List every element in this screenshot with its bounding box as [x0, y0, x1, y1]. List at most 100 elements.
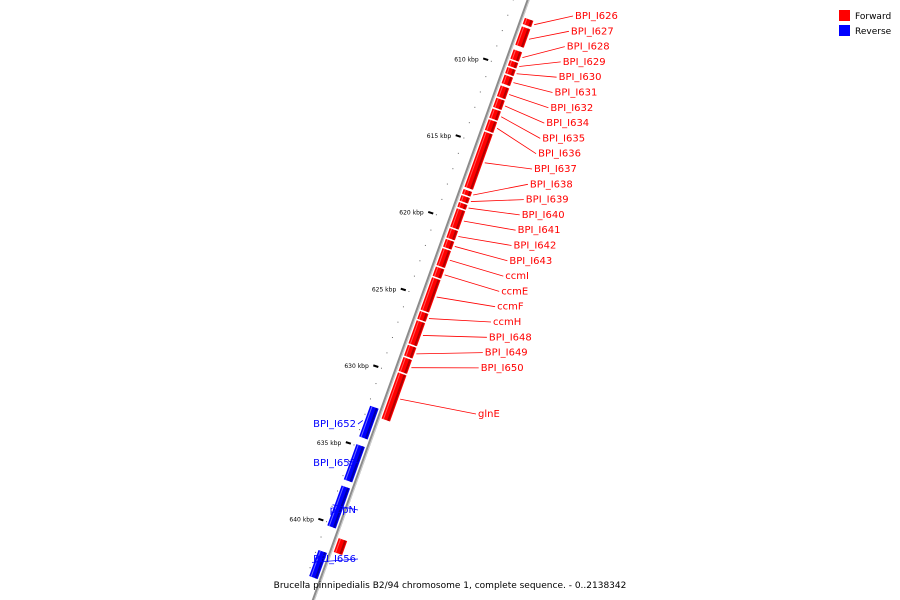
- gene-body: [446, 228, 459, 241]
- tick-layer: 610 kbp 615 kbp 620 kbp 625 kbp 630 kbp 635 k…: [289, 0, 514, 584]
- gene-BPI_I641[interactable]: [450, 208, 466, 230]
- gene-BPI_I650[interactable]: [398, 357, 412, 374]
- gene-glnE[interactable]: [381, 372, 407, 422]
- gene-label: BPI_I629: [563, 57, 606, 68]
- gene-BPI_I648[interactable]: [408, 320, 426, 347]
- leader-line: [501, 116, 541, 139]
- gene-highlight: [494, 98, 499, 108]
- gene-BPI_I640[interactable]: [457, 202, 468, 210]
- gene-BPI_I643[interactable]: [443, 238, 455, 250]
- gene-shade: [502, 87, 509, 99]
- gene-highlight: [437, 248, 445, 266]
- gene-highlight-reverse: [360, 406, 373, 438]
- gene-ccmE[interactable]: [432, 266, 445, 279]
- gene-unnamed-28[interactable]: [333, 538, 348, 555]
- gene-shade: [510, 69, 515, 76]
- gene-BPI_I634[interactable]: [493, 97, 505, 110]
- gene-body: [493, 97, 505, 110]
- gene-highlight: [509, 60, 513, 67]
- legend-label-reverse: Reverse: [855, 27, 892, 37]
- gene-highlight: [465, 131, 487, 188]
- leader-line: [444, 274, 500, 292]
- gene-BPI_I653[interactable]: [343, 444, 365, 483]
- gene-BPI_I631[interactable]: [501, 74, 514, 87]
- gene-BPI_I636[interactable]: [484, 119, 498, 133]
- gene-ccmF[interactable]: [420, 277, 441, 313]
- gene-shade: [422, 313, 428, 322]
- leader-line: [522, 46, 565, 59]
- map-caption: Brucella pinnipedialis B2/94 chromosome …: [274, 581, 627, 591]
- gene-ccmI[interactable]: [436, 248, 451, 269]
- tick-label: 610 kbp: [454, 56, 479, 63]
- leader-line: [504, 105, 545, 124]
- gene-pepN[interactable]: [327, 485, 351, 529]
- gene-body: [417, 311, 429, 322]
- gene-label: BPI_I636: [538, 149, 581, 160]
- leader-line: [311, 558, 359, 563]
- leader-line: [449, 259, 504, 277]
- gene-label: BPI_I641: [518, 225, 561, 236]
- gene-shade: [438, 268, 444, 279]
- gene-label: ccmF: [497, 302, 524, 313]
- gene-shade: [528, 19, 533, 27]
- gene-shade: [452, 230, 458, 241]
- gene-BPI_I637[interactable]: [464, 131, 493, 190]
- gene-label: BPI_I634: [546, 118, 589, 129]
- tick-label: 615 kbp: [427, 133, 452, 140]
- gene-shade: [339, 540, 347, 555]
- leader-line: [496, 127, 537, 155]
- gene-BPI_I652[interactable]: [359, 405, 379, 440]
- gene-shade: [448, 240, 454, 250]
- major-tick: [318, 517, 324, 522]
- gene-highlight: [511, 49, 516, 60]
- gene-BPI_I642[interactable]: [446, 228, 459, 241]
- gene-label: BPI_I640: [522, 210, 565, 221]
- gene-BPI_I628[interactable]: [510, 49, 523, 62]
- gene-highlight: [451, 208, 460, 228]
- gene-label: BPI_I648: [489, 332, 532, 343]
- tick-label: 640 kbp: [289, 517, 314, 524]
- gene-BPI_I635[interactable]: [489, 108, 501, 121]
- gene-BPI_I649[interactable]: [404, 344, 417, 359]
- gene-shade: [442, 250, 451, 268]
- legend-label-forward: Forward: [855, 12, 891, 22]
- legend-swatch-reverse: [839, 25, 850, 36]
- gene-highlight: [447, 228, 453, 239]
- leader-line: [422, 335, 487, 338]
- gene-ccmH[interactable]: [417, 311, 429, 322]
- leader-line: [528, 30, 569, 40]
- gene-highlight: [409, 320, 420, 345]
- gene-BPI_I639[interactable]: [459, 195, 470, 204]
- gene-shade: [498, 99, 504, 110]
- gene-highlight: [490, 108, 495, 119]
- gene-body: [510, 49, 523, 62]
- gene-BPI_I630[interactable]: [505, 67, 516, 77]
- gene-BPI_I632[interactable]: [496, 85, 510, 100]
- major-tick: [345, 441, 352, 445]
- leader-line: [458, 236, 512, 246]
- gene-label: glnE: [478, 409, 500, 420]
- gene-BPI_I626[interactable]: [522, 17, 534, 28]
- legend: Forward Reverse: [839, 10, 892, 37]
- gene-label-layer: BPI_I626 BPI_I627 BPI_I628 BPI_I629 BPI_I630…: [311, 11, 618, 565]
- gene-highlight: [463, 189, 467, 195]
- gene-BPI_I627[interactable]: [515, 26, 531, 48]
- gene-label: BPI_I638: [530, 179, 573, 190]
- legend-item-forward[interactable]: Forward: [839, 10, 891, 22]
- gene-label: BPI_I635: [542, 133, 585, 144]
- gene-highlight: [506, 67, 510, 74]
- gene-shade: [467, 191, 472, 197]
- gene-BPI_I656[interactable]: [309, 549, 327, 580]
- leader-line: [509, 94, 549, 109]
- leader-line: [463, 220, 516, 231]
- gene-BPI_I638[interactable]: [462, 189, 473, 197]
- leader-line: [470, 199, 524, 202]
- leader-line: [473, 183, 528, 196]
- gene-highlight: [418, 311, 423, 320]
- gene-body: [432, 266, 445, 279]
- gene-shade: [404, 359, 412, 374]
- legend-item-reverse[interactable]: Reverse: [839, 25, 892, 37]
- tick-label: 635 kbp: [317, 440, 342, 447]
- gene-BPI_I629[interactable]: [507, 60, 519, 69]
